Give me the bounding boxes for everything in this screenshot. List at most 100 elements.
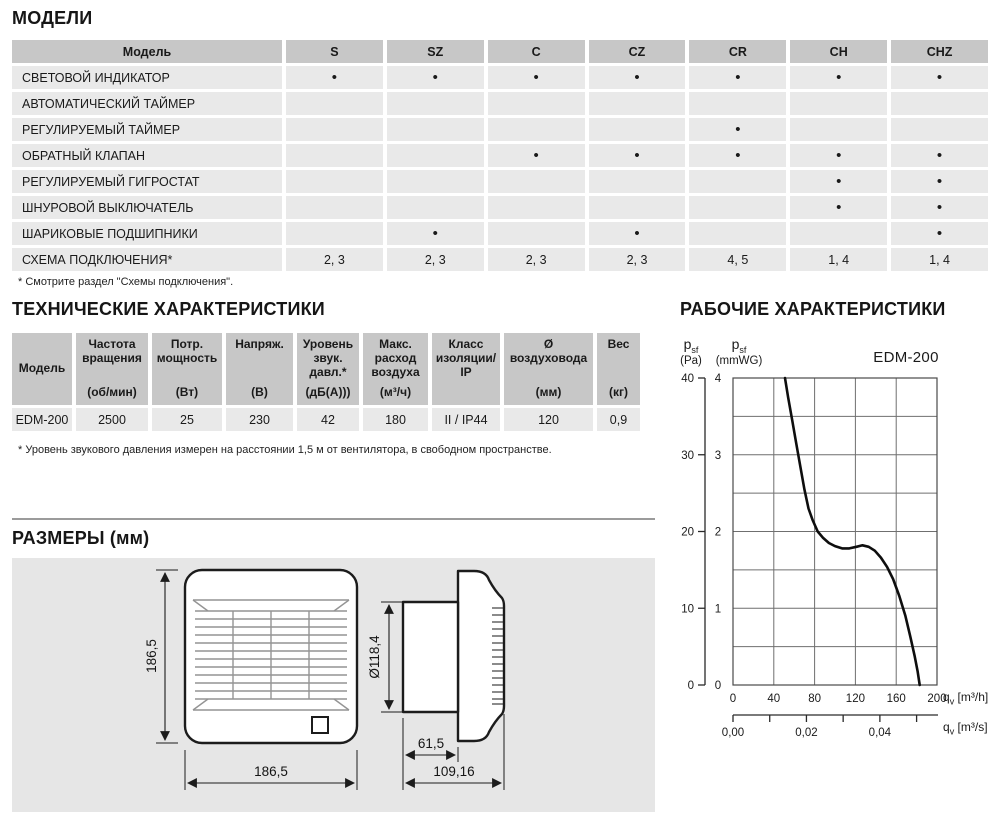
models-header-cz: CZ xyxy=(588,40,686,63)
section-divider xyxy=(12,518,655,520)
feature-dot: • xyxy=(891,196,988,219)
feature-label: ШНУРОВОЙ ВЫКЛЮЧАТЕЛЬ xyxy=(12,196,282,219)
feature-dot: • xyxy=(790,66,888,89)
chart-grid xyxy=(732,377,938,686)
models-header-sz: SZ xyxy=(386,40,484,63)
feature-value xyxy=(386,170,484,193)
indicator-window xyxy=(311,716,329,734)
svg-text:61,5: 61,5 xyxy=(418,736,444,751)
feature-value xyxy=(286,144,383,167)
side-grille-hatch xyxy=(492,607,503,705)
feature-value xyxy=(588,118,686,141)
svg-text:200: 200 xyxy=(927,693,946,705)
pa-axis: 0 10 20 30 40 xyxy=(681,373,706,692)
feature-value xyxy=(386,118,484,141)
dimensions-section-title: РАЗМЕРЫ (мм) xyxy=(12,528,150,548)
svg-text:186,5: 186,5 xyxy=(144,639,159,673)
feature-value xyxy=(689,222,787,245)
feature-value: 1, 4 xyxy=(891,248,988,271)
y-axis-label-mmwg: psf (mmWG) xyxy=(715,336,763,368)
performance-chart-area: 0 10 20 30 40 0 1 2 3 4 0 40 80 120 160 200 0,00 0,02 0,04… xyxy=(660,330,1000,760)
tech-header-cell: Макс. расход воздуха (м³/ч) xyxy=(363,333,428,405)
tech-specs-table: Модель Частота вращения (об/мин) Потр. мощн… xyxy=(12,333,640,431)
feature-value xyxy=(286,222,383,245)
models-section-title: МОДЕЛИ xyxy=(12,8,93,28)
feature-value xyxy=(588,92,686,115)
feature-dot: • xyxy=(286,66,383,89)
svg-text:0,04: 0,04 xyxy=(869,727,892,739)
tech-value-cell: II / IP44 xyxy=(432,408,500,431)
tech-header-cell: Частота вращения (об/мин) xyxy=(76,333,148,405)
feature-label: РЕГУЛИРУЕМЫЙ ТАЙМЕР xyxy=(12,118,282,141)
feature-dot: • xyxy=(790,144,888,167)
tech-value-cell: 25 xyxy=(152,408,222,431)
x-axis-m3h: 0 40 80 120 160 200 xyxy=(730,693,947,705)
svg-text:80: 80 xyxy=(808,693,821,705)
x-axis-label-m3h: qv [m³/h] xyxy=(943,690,989,707)
svg-text:40: 40 xyxy=(767,693,780,705)
svg-text:4: 4 xyxy=(715,373,722,385)
tech-header-cell: Напряж. (В) xyxy=(226,333,293,405)
tech-header-cell: Класс изоляции/ IP xyxy=(432,333,500,405)
models-header-chz: CHZ xyxy=(891,40,988,63)
feature-dot: • xyxy=(588,66,686,89)
feature-value xyxy=(487,118,585,141)
models-footnote: * Смотрите раздел "Схемы подключения". xyxy=(18,276,234,288)
tech-header-cell: Модель xyxy=(12,333,72,405)
feature-value xyxy=(689,92,787,115)
fan-curve xyxy=(783,376,922,687)
feature-value xyxy=(790,118,888,141)
tech-value-cell: 230 xyxy=(226,408,293,431)
feature-value: 1, 4 xyxy=(790,248,888,271)
feature-label: СВЕТОВОЙ ИНДИКАТОР xyxy=(12,66,282,89)
svg-text:0: 0 xyxy=(715,680,721,692)
duct-length-dimension: 61,5 xyxy=(402,718,459,790)
models-header-s: S xyxy=(286,40,383,63)
models-features-table: Модель S SZ C CZ CR CH CHZ СВЕТОВОЙ ИНДИКАТОР • • •… xyxy=(12,40,988,271)
x-axis-label-m3s: qv [m³/s] xyxy=(943,720,988,737)
tech-value-cell: 42 xyxy=(297,408,359,431)
mmwg-axis: 0 1 2 3 4 xyxy=(715,373,722,692)
feature-value xyxy=(588,196,686,219)
performance-section-title: РАБОЧИЕ ХАРАКТЕРИСТИКИ xyxy=(680,299,946,319)
feature-dot: • xyxy=(386,66,484,89)
duct-spigot xyxy=(401,600,460,714)
svg-text:3: 3 xyxy=(715,450,721,462)
svg-text:0,02: 0,02 xyxy=(795,727,817,739)
tech-header-cell: Ø воздуховода (мм) xyxy=(504,333,593,405)
feature-value: 2, 3 xyxy=(588,248,686,271)
feature-value xyxy=(286,196,383,219)
feature-label: РЕГУЛИРУЕМЫЙ ГИГРОСТАТ xyxy=(12,170,282,193)
feature-value xyxy=(790,92,888,115)
feature-dot: • xyxy=(891,222,988,245)
feature-value xyxy=(286,170,383,193)
x-axis-m3s: 0,00 0,02 0,04 xyxy=(722,714,938,739)
tech-header-cell: Потр. мощность (Вт) xyxy=(152,333,222,405)
feature-dot: • xyxy=(487,144,585,167)
mounting-plate-profile xyxy=(456,569,506,743)
tech-header-cell: Уровень звук. давл.* (дБ(А))) xyxy=(297,333,359,405)
tech-value-cell: 180 xyxy=(363,408,428,431)
feature-dot: • xyxy=(891,144,988,167)
feature-dot: • xyxy=(790,196,888,219)
front-height-dimension: 186,5 xyxy=(144,569,178,744)
y-axis-label-pa: psf (Pa) xyxy=(680,336,702,368)
feature-label: АВТОМАТИЧЕСКИЙ ТАЙМЕР xyxy=(12,92,282,115)
feature-value xyxy=(487,222,585,245)
feature-value xyxy=(487,196,585,219)
tech-value-cell: 0,9 xyxy=(597,408,640,431)
models-header-c: C xyxy=(487,40,585,63)
feature-dot: • xyxy=(386,222,484,245)
feature-value xyxy=(286,92,383,115)
svg-text:20: 20 xyxy=(681,527,694,539)
feature-dot: • xyxy=(588,144,686,167)
feature-value: 4, 5 xyxy=(689,248,787,271)
svg-text:186,5: 186,5 xyxy=(254,764,288,779)
feature-value: 2, 3 xyxy=(386,248,484,271)
feature-value xyxy=(286,118,383,141)
svg-text:2: 2 xyxy=(715,527,721,539)
fan-front-view: 186,5 186,5 xyxy=(144,568,359,790)
svg-text:40: 40 xyxy=(681,373,694,385)
feature-value xyxy=(386,144,484,167)
